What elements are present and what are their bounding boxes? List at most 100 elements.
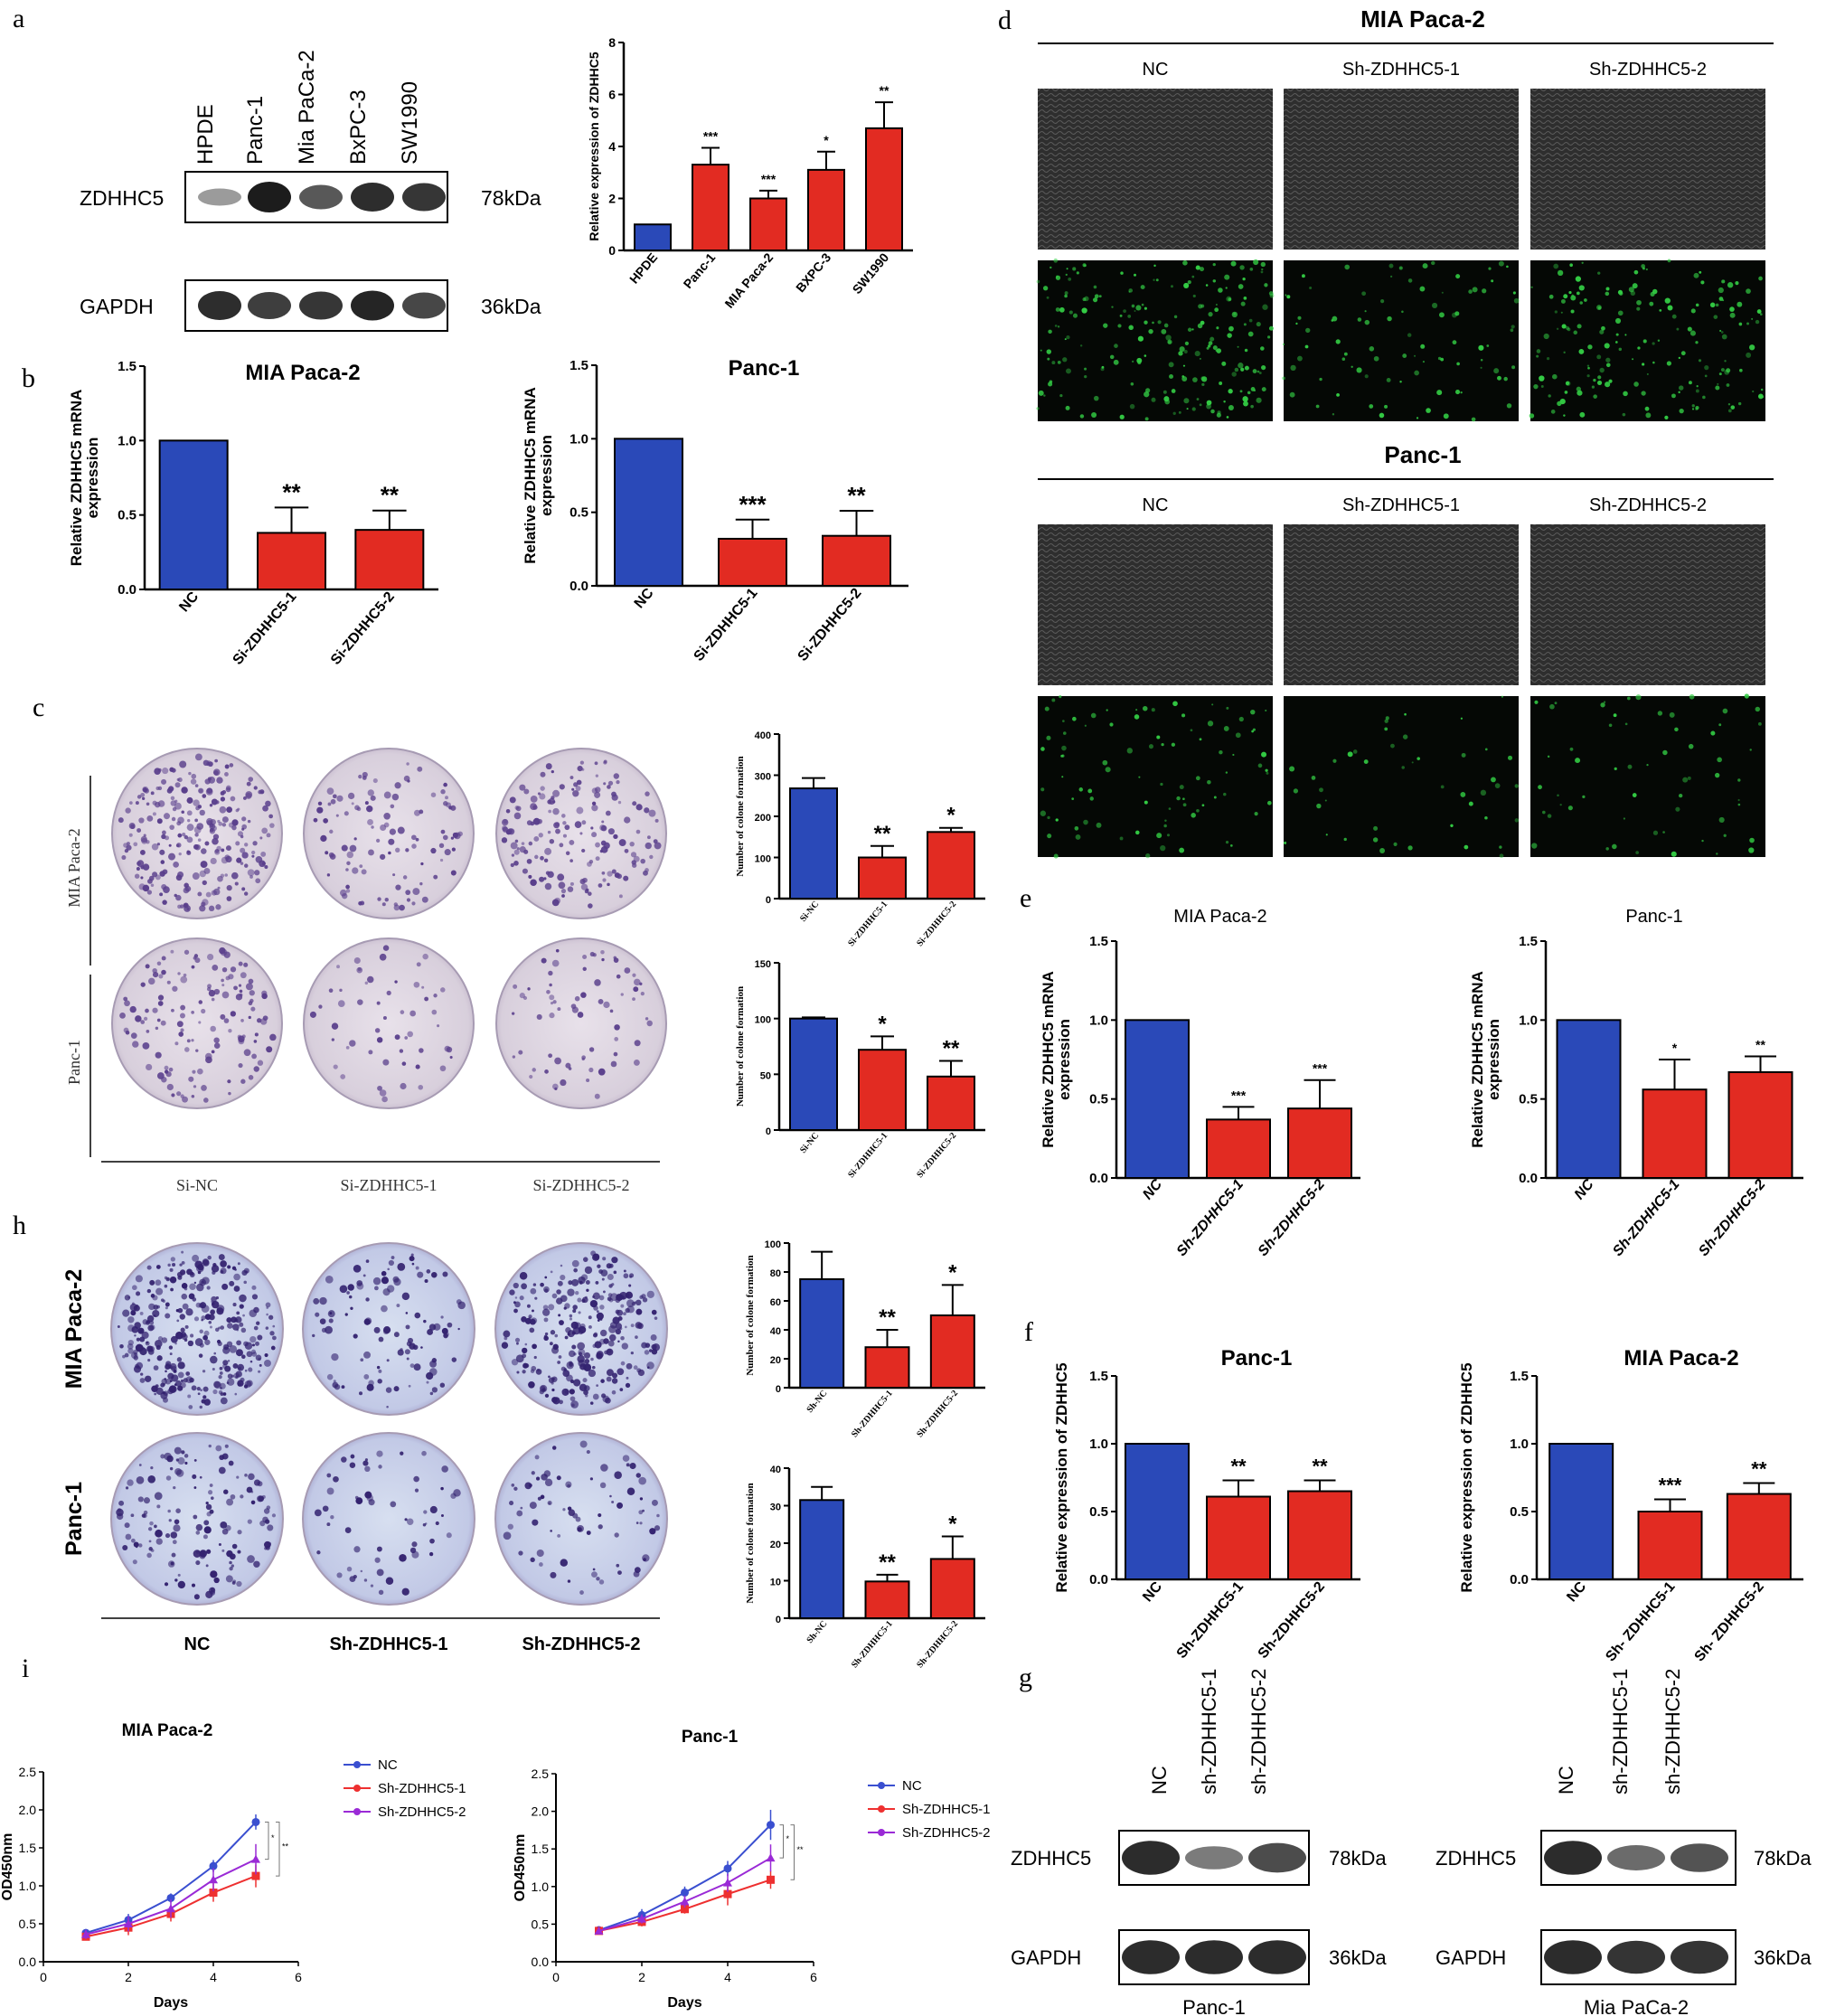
colony — [152, 971, 159, 978]
colony — [225, 787, 231, 793]
fluorescent-cell — [1201, 376, 1208, 382]
colony — [188, 1405, 193, 1409]
colony — [393, 1277, 401, 1286]
microscopy-panel-d: MIA Paca-2NC Sh-ZDHHC5-1 Sh-ZDHHC5-2Panc-1… — [1036, 5, 1774, 859]
colony — [550, 1270, 553, 1274]
colony — [251, 854, 255, 858]
colony — [165, 1313, 171, 1319]
size-label: 78kDa — [1754, 1847, 1812, 1870]
colony — [413, 1363, 421, 1371]
colony — [136, 1291, 141, 1296]
colony — [326, 873, 331, 877]
colony — [639, 1295, 644, 1300]
colony — [170, 796, 175, 801]
colony — [347, 1284, 354, 1291]
colony — [126, 842, 130, 846]
colony — [591, 801, 597, 805]
colony — [201, 1550, 205, 1555]
colony — [641, 1342, 648, 1349]
colony — [601, 957, 605, 962]
colony — [521, 1316, 527, 1323]
y-tick-label: 0.5 — [1519, 1092, 1538, 1107]
fluorescent-cell — [1614, 767, 1617, 771]
lane-label: BxPC-3 — [346, 89, 371, 165]
fluorescent-cell — [1231, 311, 1238, 318]
colony — [451, 1357, 457, 1362]
fluorescent-cell — [1666, 361, 1671, 366]
colony — [543, 877, 547, 881]
colony — [421, 985, 425, 989]
colony — [326, 1522, 331, 1527]
fluorescent-cell — [1083, 819, 1088, 825]
fluorescent-cell — [1384, 719, 1388, 723]
colony — [503, 1531, 512, 1540]
colony — [185, 1308, 193, 1316]
fluorescent-cell — [1627, 764, 1633, 769]
colony — [559, 1399, 563, 1405]
colony — [395, 847, 400, 853]
fluorescent-cell — [1695, 407, 1699, 410]
colony — [457, 831, 463, 837]
colony — [353, 837, 357, 841]
colony — [262, 1015, 268, 1021]
chart-title: Panc-1 — [1221, 1346, 1293, 1371]
colony — [405, 890, 411, 896]
colony — [210, 1589, 216, 1596]
fluorescent-cell — [1133, 273, 1137, 277]
colony — [234, 881, 239, 886]
colony — [555, 828, 560, 834]
panel-label-f: f — [1024, 1317, 1033, 1347]
colony — [181, 1261, 185, 1265]
fluorescent-cell — [1182, 260, 1188, 266]
fluorescent-cell — [1691, 404, 1695, 408]
colony — [241, 887, 246, 891]
fluorescent-cell — [1501, 695, 1503, 698]
colony — [569, 881, 574, 886]
colony — [177, 1307, 184, 1314]
colony — [656, 1513, 660, 1518]
colony — [388, 838, 395, 845]
colony — [446, 1046, 453, 1053]
colony — [512, 1055, 516, 1059]
colony — [129, 1005, 136, 1013]
colony — [639, 982, 643, 985]
y-tick-label: 100 — [755, 1015, 771, 1026]
size-label: 36kDa — [1329, 1946, 1387, 1969]
category-label: Sh-ZDHHC5-2 — [1256, 1177, 1329, 1259]
blot-band — [402, 183, 446, 212]
colony — [585, 888, 589, 892]
fluorescent-cell — [1718, 816, 1725, 824]
colony — [243, 962, 249, 967]
colony — [394, 1034, 400, 1041]
fluorescent-cell — [1219, 382, 1223, 385]
colony — [391, 793, 400, 801]
colony — [591, 1365, 596, 1370]
colony — [595, 1281, 599, 1285]
colony — [642, 1297, 648, 1303]
bar — [1287, 1107, 1352, 1179]
fluorescent-cell — [1662, 749, 1668, 756]
fluorescent-cell — [1207, 344, 1211, 348]
colony — [623, 1312, 626, 1316]
colony — [513, 1486, 518, 1491]
colony — [596, 1384, 599, 1387]
colony — [519, 1295, 524, 1301]
fluorescent-cell — [1577, 324, 1582, 329]
colony — [184, 1324, 189, 1329]
colony — [522, 868, 528, 874]
category-label: Si-NC — [798, 1131, 821, 1155]
colony — [166, 787, 173, 794]
colony — [200, 861, 208, 869]
colony — [548, 970, 553, 976]
colony — [364, 981, 369, 985]
colony — [635, 1299, 642, 1306]
colony — [160, 860, 165, 864]
colony — [377, 1379, 382, 1384]
colony — [222, 1360, 229, 1366]
colony — [204, 778, 211, 785]
fluorescent-cell — [1168, 362, 1174, 368]
condition-label: Sh-ZDHHC5-1 — [1342, 495, 1460, 515]
colony — [521, 1283, 527, 1290]
colony — [248, 1075, 254, 1080]
colony — [127, 1295, 131, 1299]
